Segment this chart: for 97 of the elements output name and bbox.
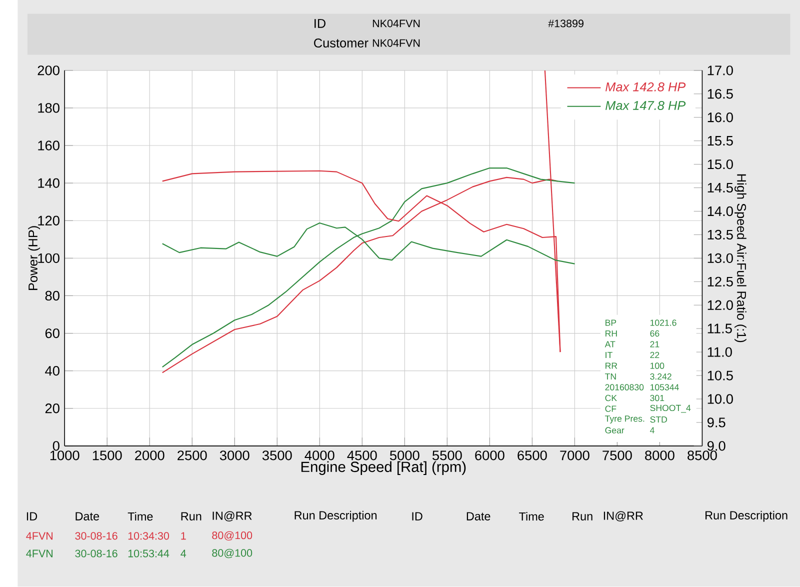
annotation: Gear [605, 427, 624, 434]
y2-tick-label: 16.5 [708, 89, 733, 99]
y-tick-label: 100 [38, 253, 60, 264]
annotation: AT [604, 341, 616, 348]
y-tick-label: 80 [45, 291, 60, 301]
y2-tick-label: 9.0 [707, 441, 726, 451]
text: NK04FVN [372, 20, 420, 28]
x-tick-label: 3000 [220, 450, 250, 460]
y2-tick-label: 13.5 [708, 230, 733, 240]
text: 80@100 [212, 548, 252, 558]
annotation: Tyre Pres. [604, 416, 644, 424]
annotation: 3.242 [650, 374, 672, 380]
text: 80@100 [212, 531, 252, 541]
x-tick-label: 8000 [645, 450, 674, 460]
y2-tick-label: 12.0 [708, 300, 733, 310]
y2-tick-label: 10.5 [708, 370, 733, 380]
x-tick-label: 6000 [475, 450, 504, 460]
annotation: RR [606, 362, 618, 369]
text: 4FVN [26, 532, 53, 540]
x-tick-label: 3500 [262, 450, 292, 460]
x-tick-label: 1500 [92, 450, 122, 460]
text: 4FVN [26, 550, 53, 558]
x-tick-label: 2500 [178, 450, 207, 460]
text: Time [128, 512, 153, 521]
y2-tick-label: 14.0 [708, 206, 733, 216]
x-tick-label: 7500 [602, 450, 632, 460]
annotation: 301 [650, 395, 664, 402]
y2-tick-label: 10.0 [708, 394, 733, 404]
y-tick-label: 120 [38, 216, 60, 226]
y2-tick-label: 13.0 [708, 253, 733, 264]
legend-label: Max 142.8 HP [606, 82, 686, 92]
y-tick-label: 0 [52, 441, 60, 451]
text: IN@RR [604, 511, 643, 522]
y2-tick-label: 14.5 [708, 183, 733, 193]
text: Run [181, 512, 202, 521]
text: 30-08-16 [75, 532, 118, 540]
x-tick-label: 5500 [432, 450, 462, 460]
text: ID [412, 512, 422, 520]
x-tick-label: 5000 [390, 450, 420, 460]
text: 10:34:30 [128, 532, 170, 540]
text: 10:53:44 [128, 550, 170, 558]
x-tick-label: 2000 [135, 450, 164, 460]
text: NK04FVN [372, 39, 420, 47]
y-tick-label: 180 [38, 103, 60, 113]
text: Run Description [706, 510, 788, 522]
y2-tick-label: 12.5 [708, 276, 733, 287]
annotation: SHOOT_4 [650, 404, 691, 413]
annotation: 21 [650, 341, 660, 348]
text: ID [26, 512, 38, 520]
x-tick-label: 7000 [560, 450, 590, 460]
y2-tick-label: 15.0 [708, 160, 733, 170]
text: Date [466, 512, 490, 521]
y2-tick-label: 11.5 [708, 324, 732, 334]
x-tick-label: 8500 [688, 450, 717, 460]
annotation: 105344 [650, 384, 679, 390]
annotation: TN [604, 374, 616, 380]
text: Time [519, 512, 544, 521]
x-tick-label: 1000 [50, 450, 80, 460]
annotation: STD [650, 416, 667, 423]
legend-label: Max 147.8 HP [606, 101, 686, 110]
annotation: 22 [650, 352, 660, 358]
x-axis-title: Engine Speed [Rat] (rpm) [301, 461, 466, 476]
x-tick-label: 6500 [518, 450, 547, 460]
y-tick-label: 140 [38, 178, 60, 188]
annotation: RH [606, 330, 617, 337]
text: 4 [180, 550, 186, 558]
annotation: 20160830 [605, 384, 644, 390]
text: 30-08-16 [75, 550, 118, 558]
text: #13899 [548, 20, 584, 28]
annotation: 66 [650, 330, 660, 337]
text: 1 [181, 532, 186, 540]
y-tick-label: 60 [45, 328, 60, 338]
text: ID [314, 19, 326, 28]
text: Date [76, 512, 100, 521]
y-tick-label: 20 [45, 404, 60, 414]
y2-axis-title: High Speed Air:Fuel Ratio (:1) [734, 174, 746, 342]
x-tick-label: 4000 [304, 450, 334, 460]
annotation: CF [605, 406, 616, 412]
annotation: BP [606, 320, 616, 326]
x-tick-label: 4500 [347, 450, 377, 460]
y2-tick-label: 11.0 [708, 347, 732, 358]
annotation: 1021.6 [650, 320, 676, 326]
y-tick-label: 40 [45, 366, 60, 376]
annotation: 4 [650, 427, 654, 434]
annotation: 100 [650, 362, 664, 369]
text: Run Description [294, 510, 377, 522]
text: IN@RR [212, 511, 252, 522]
y2-tick-label: 9.5 [707, 418, 726, 428]
y2-tick-label: 17.0 [708, 66, 733, 76]
y2-tick-label: 15.5 [708, 136, 733, 146]
y2-tick-label: 16.0 [708, 112, 733, 122]
text: Run [572, 512, 592, 521]
annotation: CK [605, 395, 617, 402]
y-tick-label: 160 [38, 140, 60, 150]
annotation: IT [606, 352, 612, 358]
y-tick-label: 200 [38, 66, 60, 76]
text: Customer [314, 38, 368, 48]
